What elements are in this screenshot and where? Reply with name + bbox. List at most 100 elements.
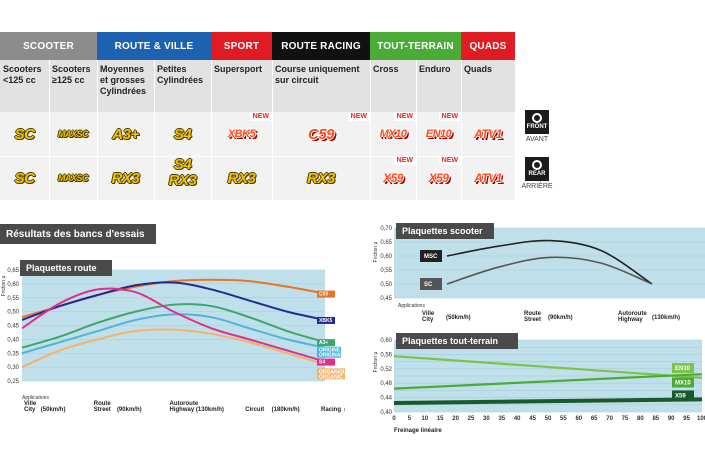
col-divider <box>211 60 212 200</box>
y-tick-label: 0,30 <box>7 365 19 371</box>
x-tick-label: 80 <box>637 416 644 422</box>
y-tick-label: 0,55 <box>7 296 19 302</box>
y-tick-label: 0,60 <box>380 338 392 344</box>
series-tag-sc <box>420 278 442 290</box>
y-tick-label: 0,50 <box>7 310 19 316</box>
rear-cell: SC <box>0 156 49 200</box>
scooter-chart: 0,45 0,50 0,55 0,60 0,65 0,70 Friction μ Applic… <box>372 222 705 328</box>
x-tick-bottom: Street <box>94 407 111 413</box>
new-badge: NEW <box>438 112 461 121</box>
col-divider <box>97 60 98 200</box>
y-tick-label: 0,56 <box>380 352 392 358</box>
product-logo: C59 <box>307 125 335 143</box>
series-tag-text: XBK5 <box>319 318 333 324</box>
series-tag-text: MX10 <box>675 380 691 386</box>
series-tag-s4 <box>317 358 335 366</box>
front-cell: NEW EN10 <box>416 112 461 156</box>
row-divider <box>0 156 515 157</box>
rear-cell: NEW X59 <box>370 156 416 200</box>
x-tick-label: 35 <box>498 416 505 422</box>
product-logo: MAXSC <box>57 129 89 139</box>
x-tick-bottom: City <box>24 407 36 413</box>
series-tag-text: MSC <box>424 254 438 260</box>
series-line-msc <box>446 239 653 285</box>
x-tick-speed: (50km/h) <box>446 315 471 321</box>
x-tick-bottom: City <box>422 317 434 323</box>
col-divider <box>49 60 50 200</box>
series-tag-a3 <box>317 339 335 347</box>
new-badge: NEW <box>438 156 461 165</box>
series-tag-text: ORGANIQUE <box>319 369 345 375</box>
y-tick-label: 0,52 <box>380 367 392 373</box>
x-tick-speed: (130km/h) <box>196 407 224 413</box>
product-logo: EN10 <box>425 128 452 140</box>
scooter-chart-title: Plaquettes scooter <box>396 223 494 239</box>
x-tick-label: 90 <box>668 416 675 422</box>
front-brake-icon: FRONT <box>525 110 549 134</box>
front-indicator: FRONT AVANT <box>518 110 556 143</box>
product-logo: ATV1 <box>474 171 502 185</box>
series-line-xbk5 <box>21 281 326 321</box>
y-tick-label: 0,40 <box>7 337 19 343</box>
front-cell: NEW MX10 <box>370 112 416 156</box>
x-tick-label: 85 <box>652 416 659 422</box>
col-divider <box>370 60 371 200</box>
x-tick-bottom: Highway <box>618 317 643 323</box>
x-tick-speed: (180km/h) <box>272 407 300 413</box>
rear-cell: MAXSC <box>49 156 97 200</box>
product-logo: S4 <box>173 125 192 143</box>
front-label: AVANT <box>525 136 549 143</box>
x-tick-label: 70 <box>606 416 613 422</box>
y-tick-label: 0,48 <box>380 381 392 387</box>
new-badge: NEW <box>393 112 416 121</box>
series-line-en10 <box>393 355 703 379</box>
x-tick-label: 15 <box>437 416 444 422</box>
product-logo: S4 <box>173 156 192 173</box>
series-tag-text: X59 <box>675 393 686 399</box>
series-tag-text: A3+ <box>319 340 328 346</box>
results-title: Résultats des bancs d'essais <box>0 224 156 244</box>
y-tick-label: 0,44 <box>380 396 392 402</box>
category-scooter: SCOOTER <box>0 32 97 60</box>
y-tick-label: 0,25 <box>7 379 19 385</box>
product-logo: ATV1 <box>474 127 502 141</box>
route-chart: 0,25 0,30 0,35 0,40 0,45 0,50 0,55 0,60 0,65 Fric… <box>0 256 345 420</box>
front-cell: NEW XBK5 <box>211 112 272 156</box>
product-logo: X59 <box>428 171 449 185</box>
offroad-chart-title: Plaquettes tout-terrain <box>396 333 518 349</box>
x-tick-speed: (130km/h) <box>652 315 680 321</box>
series-tag-text: ORIGINE <box>319 348 341 354</box>
new-badge: NEW <box>347 112 370 121</box>
x-tick-speed: (50km/h) <box>41 407 66 413</box>
category-route-ville: ROUTE & VILLE <box>97 32 211 60</box>
x-tick-bottom: Circuit <box>245 407 264 413</box>
x-tick-label: 55 <box>560 416 567 422</box>
series-tag-text: SC <box>424 282 433 288</box>
y-tick-label: 0,60 <box>7 282 19 288</box>
x-tick-bottom: Highway <box>170 407 195 413</box>
x-tick-top: Route <box>94 401 112 407</box>
series-tag-en10 <box>672 363 694 374</box>
product-logo: SC <box>14 125 35 143</box>
series-line-organique <box>21 328 326 369</box>
series-tag-text: EN10 <box>675 366 691 372</box>
offroad-chart-svg: 0,40 0,44 0,48 0,52 0,56 0,60 0 5 10 15 20 25 30 35 40… <box>373 338 705 434</box>
x-tick-label: 45 <box>529 416 536 422</box>
x-tick-label: 75 <box>622 416 629 422</box>
product-logo: RX3 <box>111 169 140 187</box>
new-badge: NEW <box>249 112 272 121</box>
x-tick-top: Autoroute <box>618 311 647 317</box>
col-divider <box>461 60 462 200</box>
rear-brake-icon: REAR <box>525 157 549 181</box>
x-tick-label: 5 <box>408 416 412 422</box>
col-divider <box>154 60 155 200</box>
scooter-chart-svg: 0,45 0,50 0,55 0,60 0,65 0,70 Friction μ Applic… <box>373 226 705 323</box>
product-logo: MAXSC <box>57 173 89 183</box>
plot-area <box>394 228 705 298</box>
series-tag-x59 <box>672 390 694 401</box>
y-tick-label: 0,55 <box>380 268 392 274</box>
y-tick-label: 0,70 <box>380 226 392 232</box>
series-line-x59 <box>393 397 703 405</box>
offroad-chart: 0,40 0,44 0,48 0,52 0,56 0,60 0 5 10 15 20 25 30 35 40… <box>372 332 705 438</box>
x-tick-bottom: Street <box>524 317 541 323</box>
